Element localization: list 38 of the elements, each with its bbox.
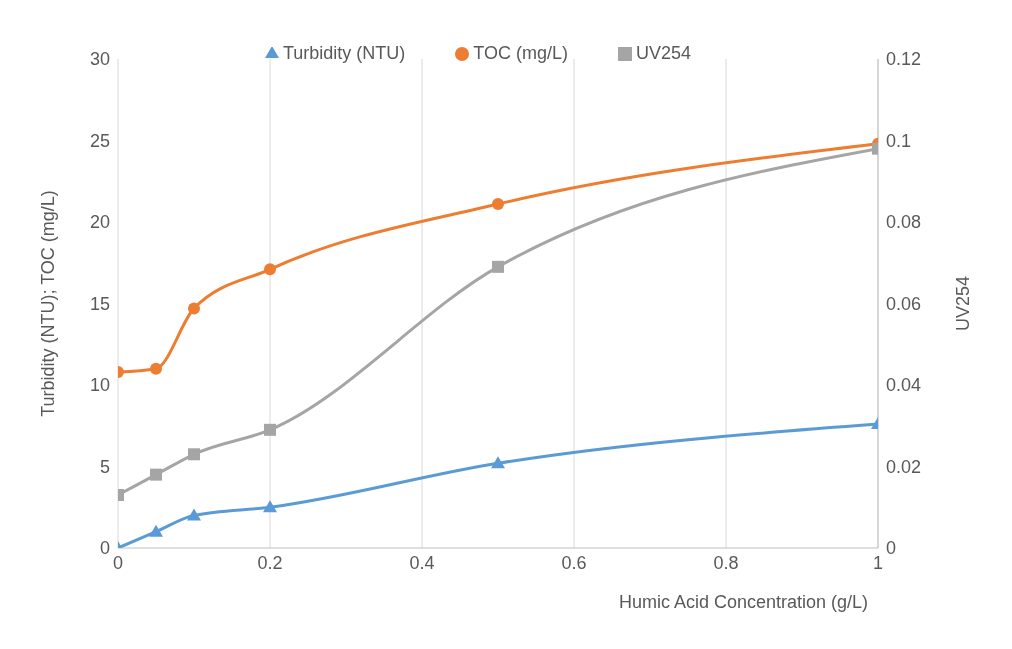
- x-tick-label: 1: [872, 552, 884, 573]
- x-tick-label: 0.2: [257, 552, 283, 573]
- point: [491, 456, 505, 469]
- point: [188, 302, 200, 315]
- y2-tick-label: 0.02: [886, 456, 922, 477]
- point: [187, 508, 201, 521]
- y-tick-label: 0: [99, 538, 110, 559]
- x-tick-label: 0.4: [409, 552, 435, 573]
- legend-label: TOC (mg/L): [473, 43, 568, 63]
- y2-tick-label: 0.12: [886, 49, 922, 70]
- y-axis-title: Turbidity (NTU); TOC (mg/L): [38, 190, 59, 417]
- y-tick-label: 5: [99, 456, 110, 477]
- point: [150, 362, 162, 375]
- y-tick-label: 20: [89, 212, 110, 233]
- point: [492, 260, 504, 273]
- x-tick-label: 0.8: [713, 552, 739, 573]
- y2-tick-label: 0.04: [886, 375, 922, 396]
- y-tick-label: 10: [89, 375, 110, 396]
- point: [188, 448, 200, 461]
- point: [492, 198, 504, 211]
- y-tick-label: 30: [89, 49, 110, 70]
- point: [263, 500, 277, 513]
- point: [150, 468, 162, 481]
- y-tick-label: 25: [89, 130, 110, 151]
- y2-tick-label: 0.08: [886, 212, 922, 233]
- y2-axis-title: UV254: [953, 275, 974, 332]
- y2-tick-label: 0.1: [886, 130, 912, 151]
- y2-tick-label: 0.06: [886, 293, 922, 314]
- point: [264, 423, 276, 436]
- point: [264, 263, 276, 276]
- legend-label: UV254: [635, 43, 692, 63]
- x-tick-label: 0: [112, 552, 124, 573]
- y2-tick-label: 0: [886, 538, 897, 559]
- y-tick-label: 15: [89, 293, 110, 314]
- point: [149, 524, 163, 537]
- x-tick-label: 0.6: [561, 552, 587, 573]
- legend-label: Turbidity (NTU): [282, 43, 406, 63]
- x-axis-title: Humic Acid Concentration (g/L): [618, 592, 868, 612]
